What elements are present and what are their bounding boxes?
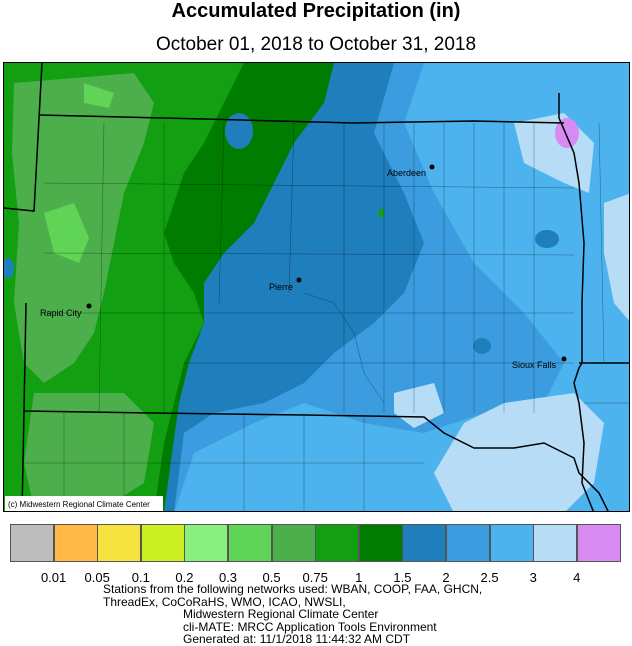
precipitation-map: Aberdeen Pierre Rapid City Sioux Falls (… (3, 62, 630, 512)
map-title: Accumulated Precipitation (in) (171, 0, 461, 22)
legend-label: 0.05 (84, 570, 110, 585)
city-label: Rapid City (40, 308, 82, 318)
city-marker (296, 277, 302, 283)
city-rapid-city: Rapid City (40, 303, 92, 318)
legend-label: 0.01 (40, 570, 67, 585)
city-pierre: Pierre (269, 277, 302, 292)
legend-label: 2.5 (480, 570, 499, 585)
city-label: Aberdeen (387, 168, 426, 178)
legend-swatch (97, 524, 142, 562)
legend-swatch (446, 524, 490, 562)
legend-label: 3 (529, 570, 537, 585)
city-label: Pierre (269, 282, 293, 292)
footer-line: Generated at: 11/1/2018 11:44:32 AM CDT (183, 632, 411, 646)
legend-swatch (10, 524, 54, 562)
city-marker (561, 356, 567, 362)
legend-swatch (489, 524, 534, 562)
precip-zone-0-3-0-5 (44, 203, 89, 263)
legend-label: 0.5 (262, 570, 281, 585)
legend-swatch (576, 524, 621, 562)
legend-swatch (315, 524, 360, 562)
footer-line: cli-MATE: MRCC Application Tools Environ… (183, 619, 437, 634)
legend-swatch (140, 524, 185, 562)
legend-swatch (402, 524, 447, 562)
legend-label: 1 (355, 570, 363, 585)
legend-swatch (271, 524, 316, 562)
legend-label: 0.1 (131, 570, 150, 585)
map-subtitle: October 01, 2018 to October 31, 2018 (155, 34, 477, 55)
copyright-text: (c) Midwestern Regional Climate Center (8, 500, 150, 509)
legend-label: 2 (442, 570, 450, 585)
legend-label: 0.2 (175, 570, 194, 585)
state-boundaries (4, 63, 629, 511)
footer-line: Midwestern Regional Climate Center (183, 607, 379, 621)
city-label: Sioux Falls (512, 360, 557, 370)
legend-swatch (533, 524, 578, 562)
footer-line: ThreadEx, CoCoRaHS, WMO, ICAO, NWSLI, (103, 594, 346, 609)
legend-label: 0.3 (218, 570, 238, 585)
legend-swatch (358, 524, 403, 562)
footer-line: Stations from the following networks use… (103, 582, 483, 596)
city-sioux-falls: Sioux Falls (512, 356, 567, 370)
city-marker (86, 303, 92, 309)
footer: Stations from the following networks use… (0, 583, 632, 646)
precip-zone-4-plus (555, 118, 579, 148)
legend-swatch (184, 524, 229, 562)
legend-swatch (53, 524, 98, 562)
legend-label: 0.75 (302, 570, 328, 585)
city-aberdeen: Aberdeen (387, 164, 435, 178)
city-marker (429, 164, 435, 170)
legend-label: 4 (573, 570, 581, 585)
legend-swatch (228, 524, 272, 562)
legend-label: 1.5 (393, 570, 412, 585)
